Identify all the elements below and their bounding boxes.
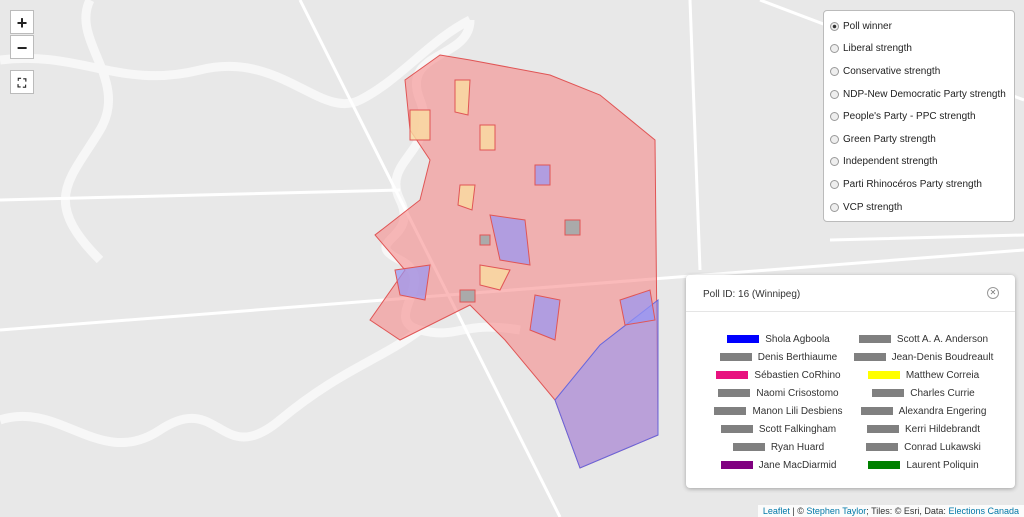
layer-option[interactable]: Independent strength [830,151,1008,174]
candidate-name: Ryan Huard [770,441,825,453]
layer-option[interactable]: People's Party - PPC strength [830,105,1008,128]
radio-button[interactable] [830,89,839,99]
candidate-name: Alexandra Engering [898,405,987,417]
candidate-name: Kerri Hildebrandt [904,423,981,435]
candidate-name: Conrad Lukawski [904,441,981,453]
color-swatch [858,335,891,343]
color-swatch [866,425,899,433]
fullscreen[interactable]: ⛶ [10,70,34,94]
candidate-name: Matthew Correia [905,369,980,381]
link[interactable]: Leaflet [762,506,790,516]
option-label: VCP strength [843,201,903,213]
candidate-name: Jane MacDiarmid [758,459,837,471]
candidate: Denis Berthiaume [706,351,851,363]
color-swatch [718,389,751,397]
color-swatch [714,407,747,415]
layer-option[interactable]: Green Party strength [830,128,1008,151]
district-polygon[interactable] [394,164,656,341]
color-swatch [716,371,749,379]
color-swatch [860,407,893,415]
text: | © [792,506,804,516]
link[interactable]: Elections Canada [948,506,1019,516]
color-swatch [867,371,900,379]
candidate: Charles Currie [851,387,996,399]
candidate-name: Charles Currie [910,387,975,399]
radio-button[interactable] [830,202,839,212]
layer-control: Poll winner Liberal strength Conservative … [823,10,1015,222]
option-label: Independent strength [843,156,938,168]
candidate: Manon Lili Desbiens [706,405,851,417]
radio-button[interactable] [830,179,839,189]
radio-button[interactable] [830,21,839,31]
candidate-name: Naomi Crisostomo [756,387,839,399]
layer-option[interactable]: Parti Rhinocéros Party strength [830,173,1008,196]
color-swatch [732,443,765,451]
candidate: Conrad Lukawski [851,441,996,453]
layer-option[interactable]: Poll winner [830,15,1008,38]
color-swatch [727,335,760,343]
radio-button[interactable] [830,44,839,54]
color-swatch [719,353,752,361]
candidate-name: Laurent Poliquin [906,459,979,471]
color-swatch [720,461,753,469]
attribution: Leaflet | © Stephen Taylor; Tiles: © Esr… [757,505,1024,517]
candidate-name: Jean-Denis Boudreault [891,351,994,363]
candidate: Scott A. A. Anderson [851,333,996,345]
candidate: Laurent Poliquin [851,459,996,471]
link[interactable]: Stephen Taylor [806,506,867,516]
layer-option[interactable]: Conservative strength [830,60,1008,83]
option-label: Liberal strength [843,43,912,55]
option-label: Green Party strength [843,133,936,145]
candidate: Scott Falkingham [706,423,851,435]
layer-option[interactable]: NDP-New Democratic Party strength [830,83,1008,106]
candidate: Shola Agboola [706,333,851,345]
candidate: Jean-Denis Boudreault [851,351,996,363]
layer-option[interactable]: VCP strength [830,196,1008,219]
zoom-out[interactable]: − [10,35,34,59]
radio-button[interactable] [830,66,839,76]
option-label: Parti Rhinocéros Party strength [843,178,982,190]
candidate-name: Scott Falkingham [758,423,837,435]
candidate: Ryan Huard [706,441,851,453]
option-label: People's Party - PPC strength [843,111,976,123]
candidate-name: Denis Berthiaume [757,351,838,363]
color-swatch [868,461,901,469]
popup: Poll ID: 16 (Winnipeg) ✕ Shola Agboola Sc… [686,275,1015,488]
color-swatch [866,443,899,451]
color-swatch [720,425,753,433]
candidate-name: Scott A. A. Anderson [896,333,989,345]
divider [686,311,1015,312]
text: ; Tiles: © Esri, Data: [866,506,946,516]
radio-button[interactable] [830,112,839,122]
district-polygon[interactable] [459,219,581,303]
zoom-in[interactable]: + [10,10,34,34]
close-button[interactable]: ✕ [987,287,999,299]
candidate: Jane MacDiarmid [706,459,851,471]
candidate-name: Sébastien CoRhino [754,369,841,381]
color-swatch [872,389,905,397]
layer-option[interactable]: Liberal strength [830,38,1008,61]
candidate: Kerri Hildebrandt [851,423,996,435]
district-polygon[interactable] [409,79,511,291]
option-label: NDP-New Democratic Party strength [843,88,1006,100]
candidate: Matthew Correia [851,369,996,381]
candidate: Alexandra Engering [851,405,996,417]
candidate-name: Shola Agboola [765,333,830,345]
option-label: Conservative strength [843,65,941,77]
candidate: Naomi Crisostomo [706,387,851,399]
candidate-list: Shola Agboola Scott A. A. Anderson Denis B… [706,333,996,471]
candidate-name: Manon Lili Desbiens [752,405,843,417]
option-label: Poll winner [843,20,892,32]
radio-button[interactable] [830,157,839,167]
candidate: Sébastien CoRhino [706,369,851,381]
radio-button[interactable] [830,134,839,144]
popup-title: Poll ID: 16 (Winnipeg) [703,289,801,300]
color-swatch [853,353,886,361]
